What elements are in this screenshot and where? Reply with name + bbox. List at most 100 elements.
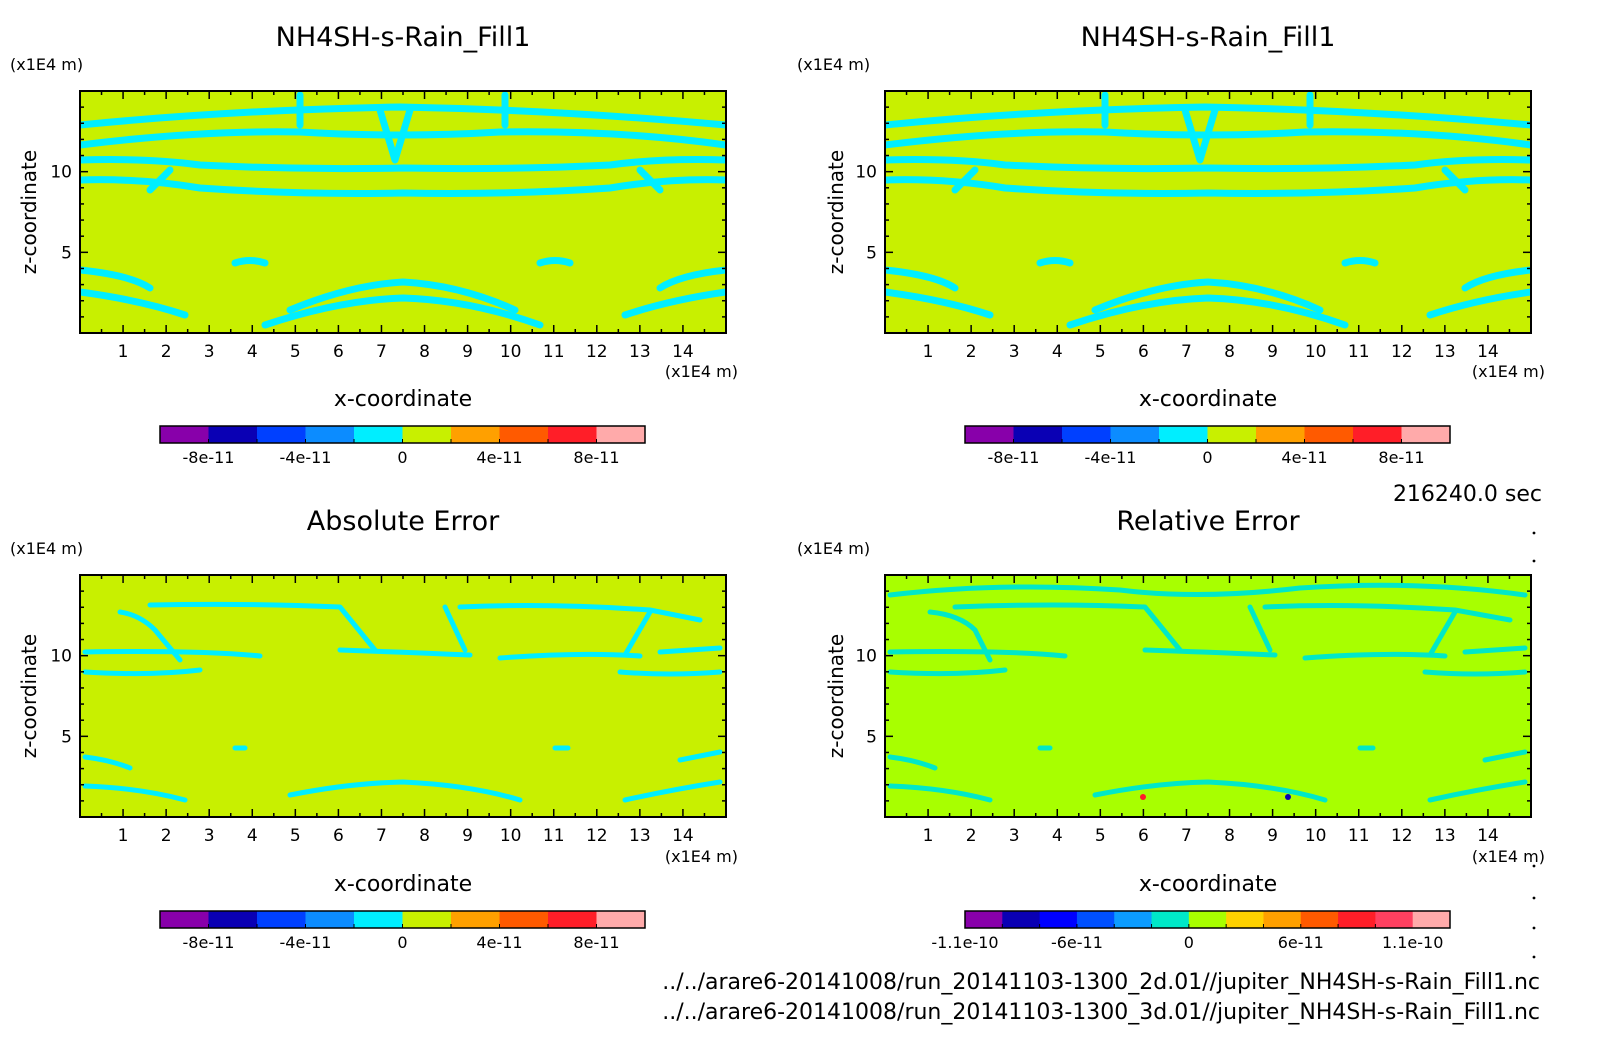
x-tick-label: 4 (1052, 826, 1063, 846)
colorbar-tick-label: 0 (397, 448, 407, 467)
margin-dots (1532, 531, 1536, 959)
y-tick-label: 10 (855, 647, 877, 667)
colorbar-swatch (1300, 911, 1339, 928)
y-axis-label: z-coordinate (17, 634, 41, 758)
y-tick-label: 5 (61, 243, 72, 263)
plot-area: 1 2 3 4 5 6 7 8 9 10 11 12 13 14 510 (855, 90, 1532, 362)
colorbar-swatch (354, 911, 403, 928)
footer-line-1: ../../arare6-20141008/run_20141103-1300_… (662, 970, 1540, 995)
contour-band (927, 609, 993, 663)
colorbar-swatch (305, 911, 355, 928)
y-tick-label: 10 (50, 647, 72, 667)
x-tick-label: 7 (1181, 342, 1192, 362)
colorbar-tick-label: 4e-11 (476, 933, 522, 952)
contour-band (80, 128, 726, 149)
x-tick-label: 13 (629, 342, 651, 362)
x-tick-label: 13 (1434, 342, 1456, 362)
x-tick-label: 13 (629, 826, 651, 846)
colorbar-swatch (451, 426, 500, 443)
x-tick-label: 2 (966, 342, 977, 362)
x-tick-label: 10 (500, 342, 522, 362)
x-tick-label: 11 (1348, 342, 1370, 362)
colorbar-swatch (1159, 426, 1208, 443)
contour-band (80, 288, 726, 319)
x-tick-label: 10 (1305, 826, 1327, 846)
cyan-contour-field (885, 91, 1531, 329)
contour-band (885, 103, 1531, 129)
x-tick-label: 12 (586, 826, 608, 846)
colorbar-tick-label: 8e-11 (573, 933, 619, 952)
x-tick-label: 1 (923, 342, 934, 362)
x-tick-label: 9 (1267, 342, 1278, 362)
panel-title: Absolute Error (307, 506, 500, 537)
contour-band (1427, 749, 1528, 803)
colorbar-tick-label: 0 (397, 933, 407, 952)
colorbar: -8e-11 -4e-11 0 4e-11 8e-11 (964, 425, 1451, 467)
contour-band (286, 278, 519, 314)
x-tick-label: 10 (1305, 342, 1327, 362)
colorbar-swatch (1353, 426, 1402, 443)
colorbar-tick-label: -4e-11 (1085, 448, 1137, 467)
x-tick-label: 3 (204, 342, 215, 362)
colorbar-swatch (548, 911, 597, 928)
colorbar-tick-label: -8e-11 (988, 448, 1040, 467)
contour-band (497, 645, 723, 661)
x-tick-label: 14 (1477, 826, 1499, 846)
contour-band (442, 604, 653, 658)
colorbar-swatch (1114, 911, 1153, 928)
x-ticks: 1 2 3 4 5 6 7 8 9 10 11 12 13 14 (905, 91, 1511, 362)
colorbar-tick-label: 8e-11 (1378, 448, 1424, 467)
x-tick-label: 1 (923, 826, 934, 846)
colorbar-swatch (160, 426, 209, 443)
colorbar-tick-label: 4e-11 (476, 448, 522, 467)
colorbar-swatch (1062, 426, 1111, 443)
colorbar-tick-label: -4e-11 (280, 448, 332, 467)
plot-area: 1 2 3 4 5 6 7 8 9 10 11 12 13 14 510 (855, 574, 1532, 846)
x-unit-label: (x1E4 m) (1472, 847, 1545, 866)
x-tick-label: 3 (1009, 342, 1020, 362)
x-tick-label: 5 (290, 342, 301, 362)
colorbar-tick-label: 6e-11 (1278, 933, 1324, 952)
colorbar-tick-label: 0 (1202, 448, 1212, 467)
contour-band (82, 754, 188, 803)
colorbar-swatch (1304, 426, 1354, 443)
x-tick-label: 8 (419, 342, 430, 362)
colorbar-swatch (1013, 426, 1063, 443)
x-tick-label: 14 (1477, 342, 1499, 362)
colorbar-tick-label: -4e-11 (280, 933, 332, 952)
x-tick-label: 11 (1348, 826, 1370, 846)
contour-band (951, 166, 1469, 194)
x-tick-label: 7 (1181, 826, 1192, 846)
contour-band (80, 156, 726, 173)
x-unit-label: (x1E4 m) (665, 847, 738, 866)
x-tick-label: 13 (1434, 826, 1456, 846)
colorbar-swatch (1188, 911, 1227, 928)
contour-band (622, 749, 723, 803)
x-tick-label: 8 (1224, 342, 1235, 362)
panel-top-right: NH4SH-s-Rain_Fill1 (x1E4 m) 1 2 3 4 5 6 7 8 9 10 1… (797, 22, 1545, 467)
y-ticks: 5 10 (50, 590, 726, 802)
colorbar-tick-label: -8e-11 (183, 933, 235, 952)
contour-band (80, 103, 726, 129)
colorbar-swatch (596, 426, 646, 443)
x-tick-label: 10 (500, 826, 522, 846)
colorbar-swatch (160, 911, 209, 928)
contour-band (885, 128, 1531, 149)
x-tick-label: 14 (672, 342, 694, 362)
y-unit-label: (x1E4 m) (797, 539, 870, 558)
x-tick-label: 7 (376, 826, 387, 846)
colorbar-frame (964, 910, 1451, 929)
colorbar-swatch (1263, 911, 1302, 928)
colorbar-swatch (1412, 911, 1451, 928)
x-tick-label: 2 (966, 826, 977, 846)
y-ticks: 5 10 (855, 590, 1531, 802)
contour-band (146, 166, 664, 194)
panel-title: Relative Error (1116, 506, 1300, 537)
colorbar-swatch (596, 911, 646, 928)
plot-area: 1 2 3 4 5 6 7 8 9 10 11 12 13 14 510 (50, 90, 727, 362)
colorbar-swatch (1256, 426, 1305, 443)
cyan-contour-field (80, 91, 726, 329)
contour-band (1247, 604, 1458, 658)
panel-title: NH4SH-s-Rain_Fill1 (276, 22, 531, 53)
colorbar-tick-label: -1.1e-10 (931, 933, 998, 952)
